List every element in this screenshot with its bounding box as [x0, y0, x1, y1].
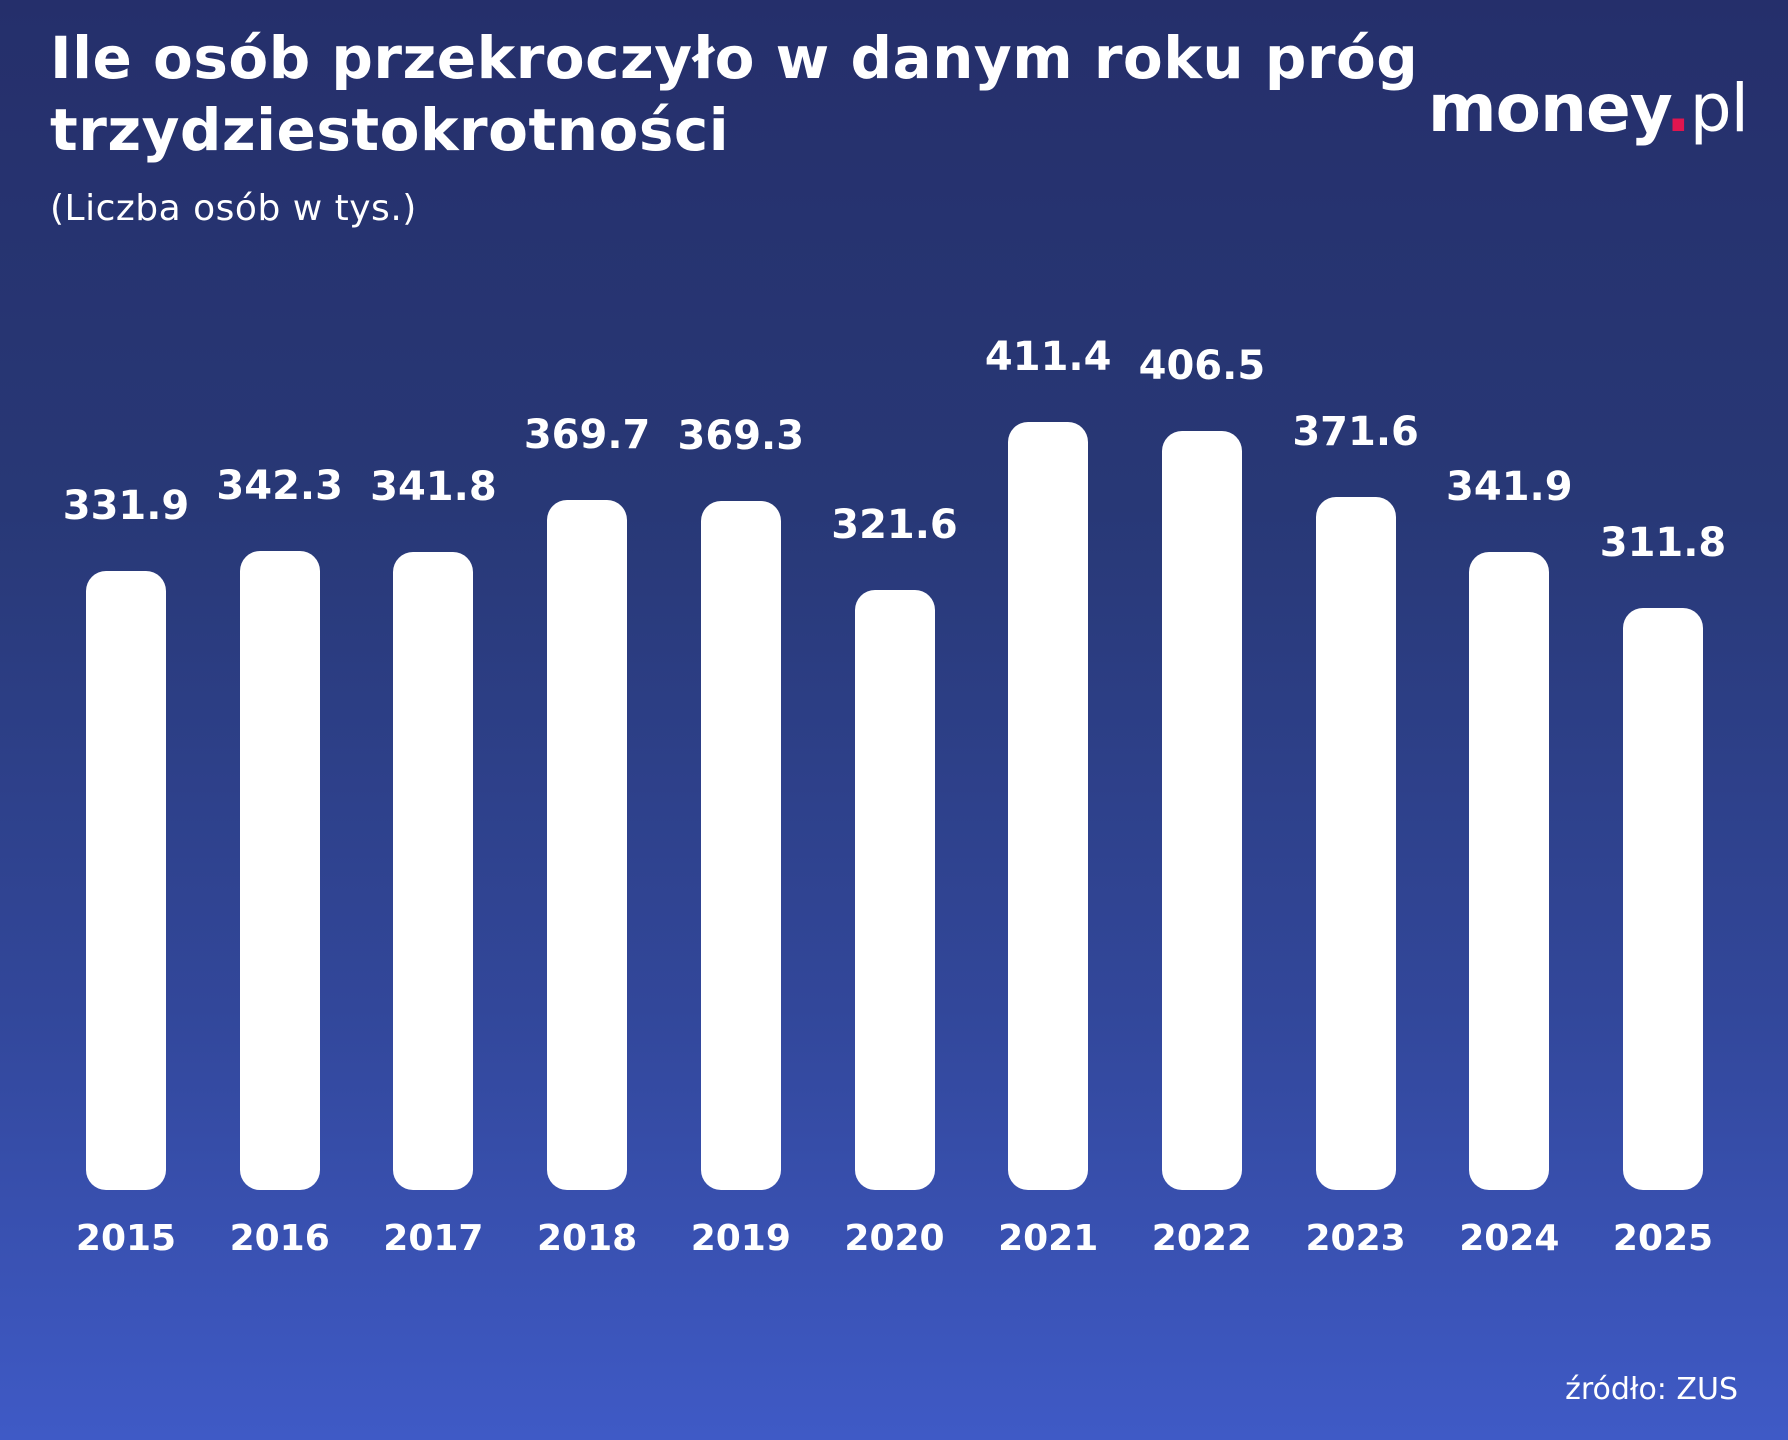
logo-name: money [1427, 70, 1667, 147]
x-axis-label: 2023 [1305, 1218, 1406, 1259]
bar-2024: 341.9 [1446, 464, 1573, 1190]
bar-2020: 321.6 [831, 502, 958, 1190]
value-label: 321.6 [831, 501, 958, 548]
x-axis-label: 2017 [383, 1218, 484, 1259]
value-label: 406.5 [1138, 343, 1266, 390]
source-note: źródło: ZUS [1565, 1372, 1738, 1407]
bar-rect [393, 552, 474, 1190]
x-axis-label: 2024 [1459, 1218, 1560, 1259]
x-axis-label: 2019 [690, 1218, 791, 1259]
x-axis-label: 2016 [229, 1218, 330, 1259]
bar-rect [1008, 422, 1089, 1190]
value-label: 342.3 [216, 463, 343, 510]
bar-2018: 369.7 [524, 412, 650, 1190]
bar-2025: 311.8 [1600, 520, 1726, 1190]
bar-rect [1315, 496, 1396, 1190]
value-label: 369.7 [523, 412, 651, 459]
logo-tld: pl [1689, 70, 1749, 147]
chart-title: Ile osób przekroczyło w danym roku próg … [50, 24, 1419, 164]
bar-rect [1623, 608, 1703, 1190]
value-label: 341.9 [1446, 464, 1573, 510]
bar-2015: 331.9 [63, 483, 189, 1190]
chart-subtitle: (Liczba osób w tys.) [50, 188, 417, 229]
bar-rect [1469, 552, 1550, 1190]
value-label: 311.8 [1599, 520, 1727, 567]
bar-2023: 371.6 [1292, 409, 1419, 1190]
bar-rect [854, 589, 935, 1190]
value-label: 411.4 [984, 334, 1112, 381]
bar-2021: 411.4 [985, 334, 1111, 1190]
value-label: 331.9 [62, 482, 190, 529]
value-label: 371.6 [1292, 408, 1419, 455]
bar-rect [1161, 431, 1242, 1190]
x-axis-label: 2025 [1612, 1218, 1714, 1259]
bar-rect [547, 500, 628, 1190]
bar-rect [86, 570, 166, 1190]
money-pl-logo: money.pl [1427, 70, 1749, 147]
x-axis-label: 2015 [75, 1218, 177, 1259]
x-axis-label: 2018 [536, 1218, 638, 1259]
bar-rect [700, 500, 781, 1190]
x-axis-label: 2020 [844, 1218, 945, 1259]
logo-dot: . [1665, 70, 1691, 147]
bar-2019: 369.3 [678, 413, 804, 1190]
value-label: 341.8 [370, 464, 497, 511]
bar-2017: 341.8 [370, 464, 497, 1190]
bar-2016: 342.3 [216, 463, 343, 1190]
bar-rect [239, 551, 320, 1190]
bar-2022: 406.5 [1139, 343, 1265, 1190]
value-label: 369.3 [677, 412, 805, 459]
x-axis-label: 2022 [1151, 1218, 1252, 1259]
x-axis-label: 2021 [998, 1218, 1099, 1259]
